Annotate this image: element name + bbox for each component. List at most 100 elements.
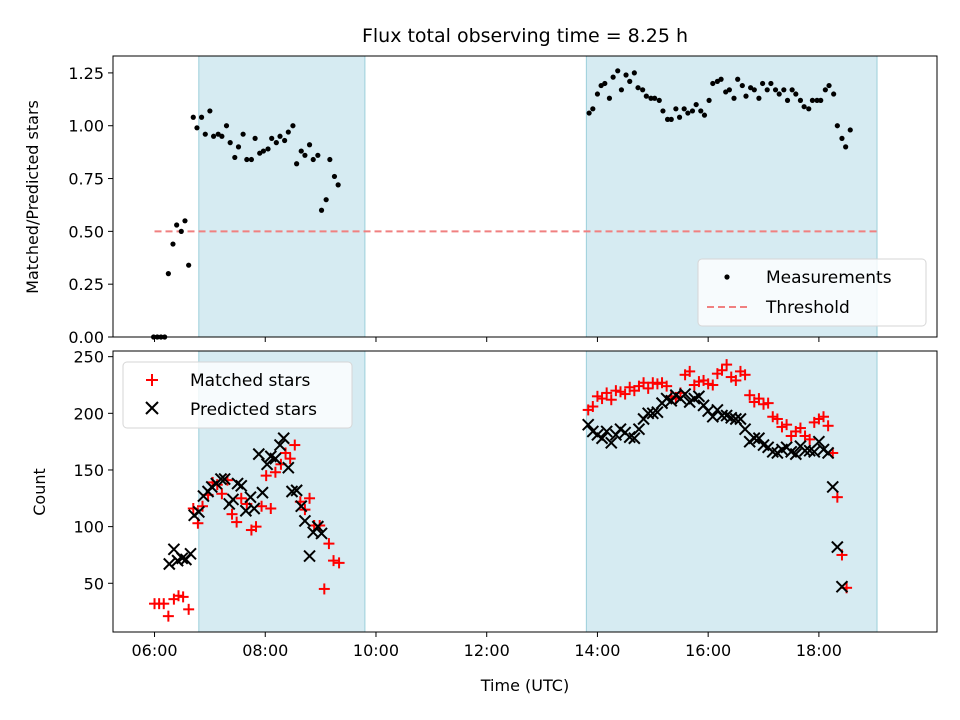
x-tick-label: 16:00 [685, 641, 731, 660]
legend-measurements-label: Measurements [766, 268, 892, 288]
matched-star-point [284, 453, 296, 465]
measurement-point [318, 207, 325, 213]
measurement-point [652, 95, 658, 101]
measurement-point [202, 131, 208, 137]
predicted-star-point [285, 485, 299, 498]
measurement-point [269, 135, 275, 141]
x-tick-label: 14:00 [574, 641, 620, 660]
top-plot-frame [112, 55, 938, 338]
measurement-point [789, 87, 795, 93]
y-tick-label: 200 [73, 404, 104, 423]
predicted-star-point [218, 472, 231, 486]
matched-star-point [250, 521, 262, 533]
measurement-point [776, 91, 782, 97]
y-tick-label: 0.50 [68, 222, 104, 241]
measurement-point [331, 173, 338, 180]
matched-star-point [328, 555, 340, 567]
predicted-star-point [269, 452, 282, 465]
matched-star-point [730, 374, 742, 386]
measurement-point [834, 123, 840, 129]
matched-star-point [638, 377, 650, 389]
x-tick-label: 10:00 [353, 641, 399, 660]
measurement-point [244, 156, 250, 163]
measurement-point [290, 123, 296, 129]
predicted-star-point [260, 458, 274, 471]
measurement-point [701, 112, 708, 118]
top-y-axis: 0.00 0.25 0.50 0.75 1.00 1.25 [68, 64, 113, 347]
predicted-star-point [311, 520, 325, 533]
predicted-star-point [184, 547, 197, 561]
predicted-star-point [277, 432, 290, 445]
measurement-point [793, 91, 799, 97]
measurement-point [751, 87, 757, 93]
measurement-point [594, 91, 601, 97]
measurement-point [718, 76, 724, 82]
predicted-star-point [600, 425, 613, 438]
predicted-star-point [214, 472, 228, 486]
measurement-point [656, 97, 662, 103]
matched-star-point [183, 603, 195, 615]
matched-star-point [684, 365, 696, 377]
top-y-axis-label: Matched/Predicted stars [23, 100, 42, 294]
y-tick-label: 250 [73, 348, 104, 367]
measurement-point [186, 262, 192, 268]
y-tick-label: 0.75 [68, 170, 104, 189]
measurement-point [232, 154, 238, 161]
predicted-star-point [812, 435, 826, 448]
predicted-star-point [192, 505, 206, 519]
measurement-point [814, 97, 820, 103]
predicted-star-point [729, 412, 743, 426]
matched-star-point [231, 516, 243, 528]
measurement-point [615, 68, 621, 74]
measurement-point [673, 106, 679, 112]
matched-star-point [642, 382, 654, 394]
bottom-y-axis: 50 100 150 200 250 [73, 348, 113, 593]
predicted-star-point [295, 500, 308, 513]
measurement-point [298, 148, 304, 154]
predicted-star-point [315, 527, 328, 540]
predicted-star-point [256, 486, 269, 499]
predicted-star-point [282, 461, 295, 474]
measurement-point [640, 87, 646, 93]
legend-threshold-label: Threshold [765, 298, 850, 318]
y-tick-label: 50 [84, 574, 104, 593]
matched-star-point [333, 557, 345, 569]
predicted-star-point [821, 446, 835, 460]
measurement-point [586, 110, 592, 116]
measurement-point [219, 133, 225, 139]
measurement-point [248, 156, 255, 163]
measurement-point [806, 106, 812, 112]
measurement-point [335, 182, 341, 188]
y-tick-label: 0.25 [68, 275, 104, 294]
measurement-point [735, 76, 741, 82]
matched-star-point [304, 492, 316, 504]
measurement-point [210, 133, 217, 139]
predicted-star-point [835, 580, 849, 593]
matched-star-point [753, 393, 765, 405]
measurement-point [781, 87, 787, 93]
predicted-star-point [582, 418, 595, 431]
measurement-point [772, 87, 779, 93]
measurement-point [843, 144, 849, 150]
predicted-star-point [595, 432, 609, 445]
matched-star-point [323, 538, 335, 550]
measurement-point [165, 271, 171, 277]
predicted-star-point [605, 436, 618, 449]
matched-star-point [721, 359, 733, 371]
measurement-point [240, 131, 246, 137]
measurement-point [223, 123, 230, 129]
measurement-point [306, 142, 313, 148]
measurement-point [194, 125, 200, 131]
measurement-point [265, 146, 271, 152]
measurement-point [170, 241, 176, 247]
predicted-star-point [646, 407, 660, 420]
predicted-star-point [678, 387, 692, 401]
matched-star-point [781, 419, 793, 431]
measurement-point [198, 114, 205, 120]
predicted-star-point [632, 422, 646, 436]
matched-star-point [177, 591, 189, 603]
matched-star-point [587, 401, 599, 413]
matched-star-point [216, 488, 228, 500]
predicted-star-point [766, 445, 779, 459]
